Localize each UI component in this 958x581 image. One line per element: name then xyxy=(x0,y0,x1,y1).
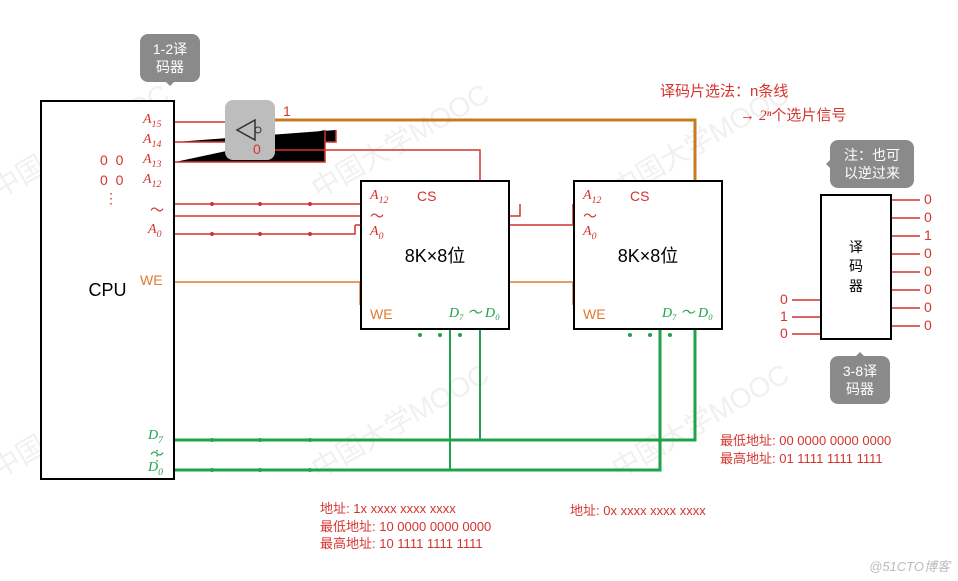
chip1-data: D₇ ～ D₀ xyxy=(449,302,500,322)
chip1-a0: A0 xyxy=(370,224,383,242)
dec38-in2: 0 xyxy=(780,325,788,341)
a12-prefix: 0 0 xyxy=(100,172,125,188)
dec-out0: 0 xyxy=(253,141,261,157)
vdots2: ⋮ xyxy=(150,447,164,464)
addr-range-block: 最低地址: 00 0000 0000 0000 最高地址: 01 1111 11… xyxy=(720,432,891,467)
chip1: A12 CS ～ A0 8K×8位 WE D₇ ～ D₀ xyxy=(360,180,510,330)
credit: @51CTO博客 xyxy=(869,556,950,575)
chip2-a0: A0 xyxy=(583,224,596,242)
decoder38-box: 译 码 器 xyxy=(820,194,892,340)
decoder38-label: 译 码 器 xyxy=(849,238,863,297)
a13-prefix: 0 0 xyxy=(100,152,125,168)
chip1-size: 8K×8位 xyxy=(405,242,466,268)
dec38-out7: 0 xyxy=(924,317,932,333)
addr-range-hi: 最高地址: 01 1111 1111 1111 xyxy=(720,450,891,468)
addr-range-lo: 最低地址: 00 0000 0000 0000 xyxy=(720,432,891,450)
chip1-tilde: ～ xyxy=(370,206,384,226)
decoder12-shape xyxy=(225,100,275,160)
chip1-cs: CS xyxy=(417,188,436,204)
tooltip-note: 注：也可 以逆过来 xyxy=(830,140,914,188)
chip1-we: WE xyxy=(370,306,393,322)
cpu-we: WE xyxy=(140,272,163,288)
tilde1: ～ xyxy=(150,200,164,220)
right-text-1: 译码片选法：n条线 xyxy=(660,80,788,101)
tooltip-decoder38: 3-8译 码器 xyxy=(830,356,890,404)
a14-label: A14 xyxy=(143,132,161,150)
chip2-addr-l1: 地址: 0x xxxx xxxx xxxx xyxy=(570,500,706,519)
a13-label: A13 xyxy=(143,152,161,170)
chip1-addr-l2: 最低地址: 10 0000 0000 0000 xyxy=(320,518,491,536)
dec38-in0: 0 xyxy=(780,291,788,307)
dec38-out5: 0 xyxy=(924,281,932,297)
cpu-label: CPU xyxy=(88,280,126,301)
dec38-out2: 1 xyxy=(924,227,932,243)
chip2-addr-block: 地址: 0x xxxx xxxx xxxx xyxy=(570,500,706,519)
tooltip-decoder12: 1-2译 码器 xyxy=(140,34,200,82)
dec38-in1: 1 xyxy=(780,308,788,324)
chip2-a12: A12 xyxy=(583,188,601,206)
dec38-out0: 0 xyxy=(924,191,932,207)
a15-label: A15 xyxy=(143,112,161,130)
dec38-out6: 0 xyxy=(924,299,932,315)
chip2-cs: CS xyxy=(630,188,649,204)
watermark: 中国大学MOOC xyxy=(303,353,495,487)
right-text-2: → 2ⁿ个选片信号 xyxy=(740,104,846,125)
vdots1: ⋮ xyxy=(104,190,118,207)
chip2-we: WE xyxy=(583,306,606,322)
dec38-out3: 0 xyxy=(924,245,932,261)
dec-out1: 1 xyxy=(283,103,291,119)
a12-label: A12 xyxy=(143,172,161,190)
chip1-a12: A12 xyxy=(370,188,388,206)
chip2-tilde: ～ xyxy=(583,206,597,226)
dec38-out4: 0 xyxy=(924,263,932,279)
chip2: A12 CS ～ A0 8K×8位 WE D₇ ～ D₀ xyxy=(573,180,723,330)
chip1-addr-block: 地址: 1x xxxx xxxx xxxx 最低地址: 10 0000 0000… xyxy=(320,500,491,553)
a0-label: A0 xyxy=(148,222,161,240)
chip1-addr-l3: 最高地址: 10 1111 1111 1111 xyxy=(320,535,491,553)
chip1-addr-l1: 地址: 1x xxxx xxxx xxxx xyxy=(320,500,491,518)
chip2-data: D₇ ～ D₀ xyxy=(662,302,713,322)
dec38-out1: 0 xyxy=(924,209,932,225)
chip2-size: 8K×8位 xyxy=(618,242,679,268)
